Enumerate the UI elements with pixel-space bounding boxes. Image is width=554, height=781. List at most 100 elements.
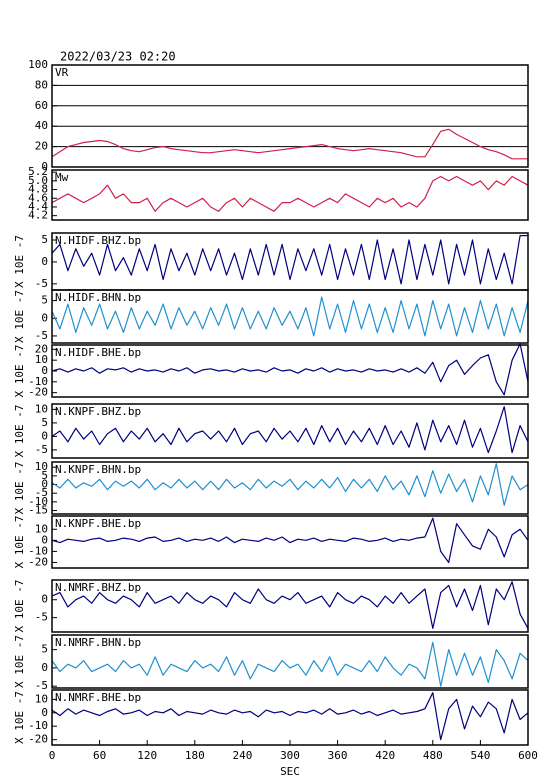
y-tick-label: 0 bbox=[41, 160, 48, 173]
trace bbox=[51, 175, 529, 212]
y-tick-label: -10 bbox=[28, 375, 48, 388]
panel-frame bbox=[51, 64, 529, 168]
y-tick-label: 4.4 bbox=[28, 200, 48, 213]
x-tick-label: 480 bbox=[423, 749, 443, 762]
x-tick-label: 420 bbox=[375, 749, 395, 762]
y-tick-label: -5 bbox=[35, 329, 48, 342]
trace bbox=[51, 296, 529, 337]
figure-title: 2022/03/23 02:20 bbox=[60, 50, 176, 64]
y-tick-label: 0 bbox=[41, 478, 48, 491]
panel-frame bbox=[51, 579, 529, 633]
y-tick-label: 0 bbox=[41, 255, 48, 268]
y-tick-label: -5 bbox=[35, 679, 48, 692]
y-tick-label: -10 bbox=[28, 544, 48, 557]
y-tick-label: 20 bbox=[35, 342, 48, 355]
y-axis-label: X 10E -7 bbox=[13, 235, 26, 288]
y-tick-label: -5 bbox=[35, 277, 48, 290]
x-tick-label: 120 bbox=[137, 749, 157, 762]
y-tick-label: 10 bbox=[35, 460, 48, 473]
y-axis-label: X 10E -7 bbox=[13, 516, 26, 569]
y-tick-label: -20 bbox=[28, 386, 48, 399]
y-tick-label: 10 bbox=[35, 692, 48, 705]
panel-label: N.NMRF.BHZ.bp bbox=[55, 581, 141, 594]
panel-label: N.NMRF.BHE.bp bbox=[55, 691, 141, 704]
y-tick-label: 4.2 bbox=[28, 209, 48, 222]
x-tick-label: 240 bbox=[232, 749, 252, 762]
y-tick-label: 10 bbox=[35, 402, 48, 415]
x-tick-label: 180 bbox=[185, 749, 205, 762]
y-tick-label: 0 bbox=[41, 661, 48, 674]
y-tick-label: 5 bbox=[41, 233, 48, 246]
y-tick-label: 4.6 bbox=[28, 191, 48, 204]
panel-frame bbox=[51, 634, 529, 689]
y-tick-label: -20 bbox=[28, 555, 48, 568]
y-axis-label: X 10E -7 bbox=[13, 635, 26, 688]
y-axis-label: X 10E -7 bbox=[13, 405, 26, 458]
y-axis-label: X 10E -7 bbox=[13, 462, 26, 515]
y-axis-label: X 10E -7 bbox=[13, 691, 26, 744]
x-tick-label: 540 bbox=[470, 749, 490, 762]
y-tick-label: 5 bbox=[41, 294, 48, 307]
y-tick-label: 0 bbox=[41, 593, 48, 606]
panel-label: N.HIDF.BHE.bp bbox=[55, 346, 141, 359]
trace bbox=[51, 692, 529, 741]
panel-label: N.HIDF.BHN.bp bbox=[55, 291, 141, 304]
panel-frame bbox=[51, 344, 529, 398]
y-tick-label: -5 bbox=[35, 443, 48, 456]
trace bbox=[51, 128, 528, 160]
x-tick-label: 300 bbox=[280, 749, 300, 762]
x-tick-label: 60 bbox=[93, 749, 106, 762]
y-tick-label: 100 bbox=[28, 58, 48, 71]
y-tick-label: 5 bbox=[41, 643, 48, 656]
panel-label: Mw bbox=[55, 171, 69, 184]
y-tick-label: -20 bbox=[28, 733, 48, 746]
panel-frame bbox=[51, 289, 529, 344]
y-tick-label: 60 bbox=[35, 99, 48, 112]
y-tick-label: 80 bbox=[35, 78, 48, 91]
y-tick-label: 5.2 bbox=[28, 165, 48, 178]
y-tick-label: 0 bbox=[41, 364, 48, 377]
trace bbox=[51, 343, 529, 396]
trace bbox=[51, 235, 528, 285]
y-axis-label: X 10E -7 bbox=[13, 345, 26, 398]
x-tick-label: 360 bbox=[328, 749, 348, 762]
trace bbox=[51, 641, 529, 687]
panel-label: N.KNPF.BHN.bp bbox=[55, 463, 141, 476]
y-axis-label: X 10E -7 bbox=[13, 580, 26, 633]
x-tick-label: 0 bbox=[49, 749, 56, 762]
y-tick-label: -10 bbox=[28, 495, 48, 508]
panel-frame bbox=[51, 515, 529, 569]
panel-frame bbox=[51, 169, 529, 221]
y-tick-label: 0 bbox=[41, 429, 48, 442]
x-tick-label: 600 bbox=[518, 749, 538, 762]
panel-label: N.HIDF.BHZ.bp bbox=[55, 234, 141, 247]
x-axis-label: SEC bbox=[280, 765, 300, 778]
y-tick-label: -10 bbox=[28, 719, 48, 732]
trace bbox=[51, 463, 529, 506]
panel-label: N.NMRF.BHN.bp bbox=[55, 636, 141, 649]
trace bbox=[51, 581, 529, 629]
panel-label: VR bbox=[55, 66, 69, 79]
y-tick-label: 0 bbox=[41, 311, 48, 324]
y-tick-label: -15 bbox=[28, 504, 48, 517]
y-tick-label: -5 bbox=[35, 486, 48, 499]
y-tick-label: 5 bbox=[41, 416, 48, 429]
trace bbox=[51, 517, 529, 564]
panel-label: N.KNPF.BHE.bp bbox=[55, 517, 141, 530]
y-tick-label: 0 bbox=[41, 706, 48, 719]
y-tick-label: 10 bbox=[35, 522, 48, 535]
panel-label: N.KNPF.BHZ.bp bbox=[55, 405, 141, 418]
y-tick-label: 0 bbox=[41, 533, 48, 546]
y-tick-label: 5 bbox=[41, 469, 48, 482]
y-tick-label: 4.8 bbox=[28, 183, 48, 196]
y-tick-label: 40 bbox=[35, 119, 48, 132]
y-tick-label: 10 bbox=[35, 353, 48, 366]
y-tick-label: 5.0 bbox=[28, 174, 48, 187]
y-tick-label: -5 bbox=[35, 611, 48, 624]
y-axis-label: X 10E -7 bbox=[13, 290, 26, 343]
y-tick-label: 20 bbox=[35, 140, 48, 153]
trace bbox=[51, 406, 529, 454]
panel-frame bbox=[51, 461, 529, 515]
panel-frame bbox=[51, 403, 529, 459]
